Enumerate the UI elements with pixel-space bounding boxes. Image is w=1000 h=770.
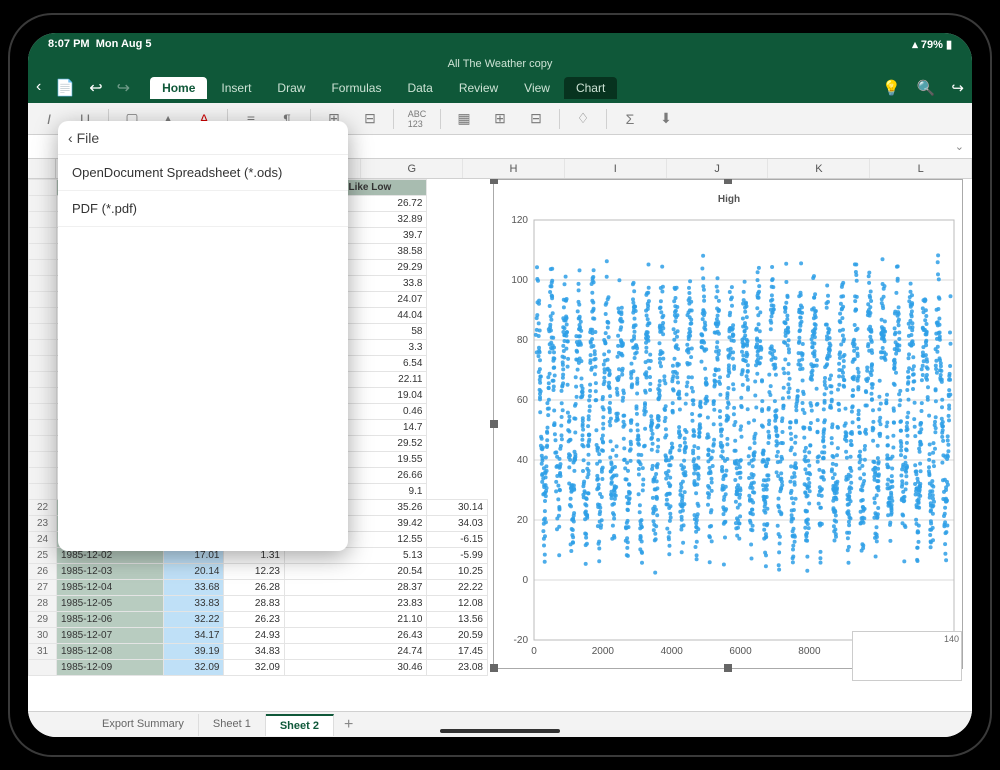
screen: 8:07 PM Mon Aug 5 ▴ 79% ▮ All The Weathe… <box>28 33 972 737</box>
clear-button[interactable]: ♢ <box>570 107 596 131</box>
svg-text:40: 40 <box>517 455 529 466</box>
scatter-chart[interactable]: High-20020406080100120020004000600080001… <box>493 179 963 669</box>
svg-text:-20: -20 <box>514 635 529 646</box>
file-icon[interactable]: 📄 <box>55 78 75 98</box>
sheet-tab-bar: Export SummarySheet 1Sheet 2 + <box>28 711 972 737</box>
ribbon-bar: ‹ 📄 ↩ ↪ HomeInsertDrawFormulasDataReview… <box>28 73 972 103</box>
svg-text:2000: 2000 <box>592 646 615 657</box>
col-header-G[interactable]: G <box>361 159 463 178</box>
tab-home[interactable]: Home <box>150 77 207 99</box>
svg-text:6000: 6000 <box>729 646 752 657</box>
home-indicator[interactable] <box>440 729 560 733</box>
svg-text:80: 80 <box>517 335 529 346</box>
sheet-tab[interactable]: Sheet 2 <box>266 714 334 736</box>
svg-text:8000: 8000 <box>798 646 821 657</box>
expand-formula-icon[interactable]: ⌄ <box>955 140 964 153</box>
autosum-button[interactable]: Σ <box>617 107 643 131</box>
number-format-button[interactable]: ABC123 <box>404 107 430 131</box>
tab-chart[interactable]: Chart <box>564 77 617 99</box>
svg-text:0: 0 <box>531 646 537 657</box>
ribbon-tabs: HomeInsertDrawFormulasDataReviewViewChar… <box>150 77 617 99</box>
col-header-K[interactable]: K <box>768 159 870 178</box>
lightbulb-icon[interactable]: 💡 <box>882 79 901 97</box>
svg-text:100: 100 <box>511 275 528 286</box>
status-left: 8:07 PM Mon Aug 5 <box>48 38 152 50</box>
ipad-frame: 8:07 PM Mon Aug 5 ▴ 79% ▮ All The Weathe… <box>10 15 990 755</box>
svg-text:20: 20 <box>517 515 529 526</box>
share-icon[interactable]: ↪ <box>951 79 964 97</box>
sheet-tab[interactable]: Sheet 1 <box>199 714 266 736</box>
document-title: All The Weather copy <box>28 55 972 73</box>
svg-text:120: 120 <box>511 215 528 226</box>
tab-review[interactable]: Review <box>447 77 510 99</box>
tab-formulas[interactable]: Formulas <box>319 77 393 99</box>
search-icon[interactable]: 🔍 <box>917 79 936 97</box>
back-icon[interactable]: ‹ <box>36 78 41 98</box>
col-header-L[interactable]: L <box>870 159 972 178</box>
sheet-tab[interactable]: Export Summary <box>88 714 199 736</box>
svg-text:High: High <box>718 194 740 205</box>
redo-icon[interactable]: ↪ <box>117 78 130 98</box>
svg-text:60: 60 <box>517 395 529 406</box>
format-button[interactable]: ⊟ <box>357 107 383 131</box>
add-sheet-button[interactable]: + <box>334 712 363 738</box>
undo-icon[interactable]: ↩ <box>89 78 102 98</box>
status-bar: 8:07 PM Mon Aug 5 ▴ 79% ▮ <box>28 33 972 55</box>
tab-draw[interactable]: Draw <box>265 77 317 99</box>
svg-text:0: 0 <box>522 575 528 586</box>
delete-button[interactable]: ⊟ <box>523 107 549 131</box>
col-header-J[interactable]: J <box>667 159 769 178</box>
popover-back-button[interactable]: ‹ File <box>58 121 348 155</box>
insert-button[interactable]: ⊞ <box>487 107 513 131</box>
svg-text:4000: 4000 <box>661 646 684 657</box>
tab-view[interactable]: View <box>512 77 562 99</box>
col-header-H[interactable]: H <box>463 159 565 178</box>
cell-style-button[interactable]: ▦ <box>451 107 477 131</box>
status-right: ▴ 79% ▮ <box>912 38 952 51</box>
export-option[interactable]: PDF (*.pdf) <box>58 191 348 227</box>
file-export-popover: ‹ File OpenDocument Spreadsheet (*.ods)P… <box>58 121 348 551</box>
tab-insert[interactable]: Insert <box>209 77 263 99</box>
tab-data[interactable]: Data <box>395 77 444 99</box>
chevron-left-icon: ‹ <box>68 130 73 146</box>
mini-chart-preview: 140 <box>852 631 962 681</box>
col-header-I[interactable]: I <box>565 159 667 178</box>
export-option[interactable]: OpenDocument Spreadsheet (*.ods) <box>58 155 348 191</box>
sort-filter-button[interactable]: ⬇ <box>653 107 679 131</box>
